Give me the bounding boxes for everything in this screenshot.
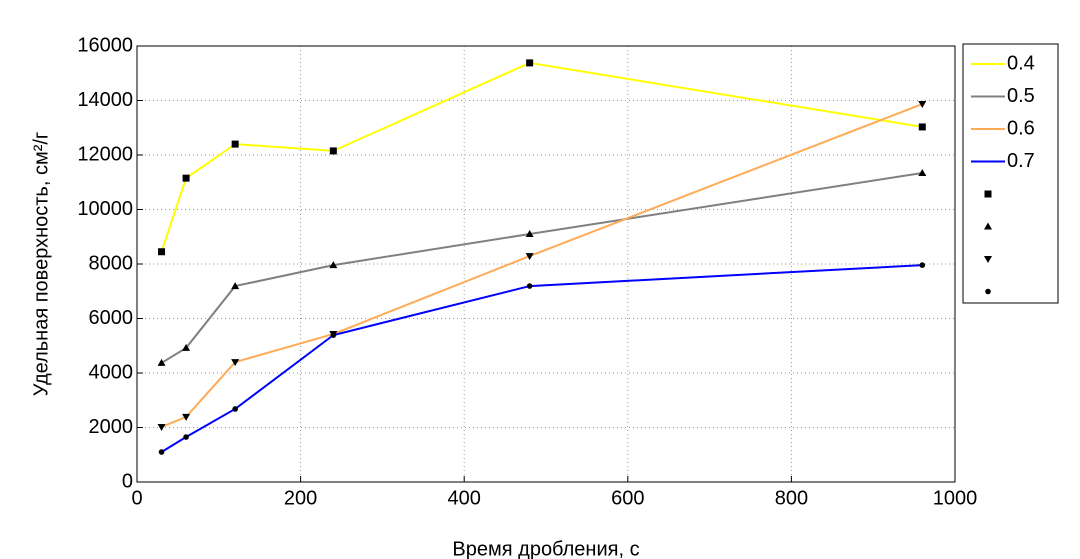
marker — [158, 449, 165, 455]
marker — [158, 248, 166, 256]
marker — [526, 283, 533, 289]
marker — [231, 359, 240, 367]
x-tick-label: 400 — [448, 487, 481, 509]
marker — [525, 253, 534, 261]
y-tick-label: 8000 — [89, 252, 134, 274]
x-tick-label: 200 — [284, 487, 317, 509]
legend-label: 0.6 — [1007, 117, 1035, 139]
y-tick-label: 6000 — [89, 307, 134, 329]
plot-frame — [136, 45, 956, 483]
marker — [918, 168, 927, 176]
marker — [157, 423, 166, 431]
marker — [157, 358, 166, 366]
legend-box — [962, 43, 1059, 304]
x-tick-label: 0 — [131, 487, 142, 509]
marker — [231, 140, 239, 148]
legend-label: 0.5 — [1007, 85, 1035, 107]
x-tick-label: 600 — [611, 487, 644, 509]
series-line — [160, 61, 923, 253]
y-tick-label: 4000 — [89, 361, 134, 383]
marker — [183, 434, 189, 440]
y-tick-label: 16000 — [77, 34, 133, 56]
y-tick-label: 12000 — [77, 143, 133, 165]
x-tick-label: 800 — [775, 487, 808, 509]
legend-marker — [985, 288, 991, 295]
y-axis-label: Удельная поверхность, см²/г — [30, 132, 52, 396]
legend-marker — [984, 190, 992, 198]
y-tick-label: 10000 — [77, 198, 133, 220]
legend-marker — [984, 256, 992, 263]
marker — [918, 101, 927, 109]
y-tick-label: 0 — [122, 470, 133, 492]
marker — [182, 174, 190, 182]
marker — [525, 230, 534, 238]
marker — [232, 406, 238, 412]
x-tick-label: 1000 — [933, 487, 978, 509]
marker — [918, 123, 926, 131]
marker — [330, 332, 337, 338]
series-line — [161, 264, 923, 453]
marker — [182, 413, 191, 421]
marker — [329, 261, 338, 269]
marker — [526, 59, 534, 67]
marker — [919, 262, 926, 268]
series-line — [161, 171, 923, 364]
marker — [329, 147, 337, 155]
y-tick-label: 14000 — [77, 89, 133, 111]
x-axis-label: Время дробления, с — [452, 538, 639, 559]
marker — [182, 343, 191, 351]
legend-label: 0.4 — [1007, 52, 1035, 74]
series-line — [161, 103, 923, 428]
marker — [231, 282, 240, 290]
legend-marker — [984, 222, 992, 230]
y-tick-label: 2000 — [89, 416, 134, 438]
legend-label: 0.7 — [1007, 150, 1035, 172]
